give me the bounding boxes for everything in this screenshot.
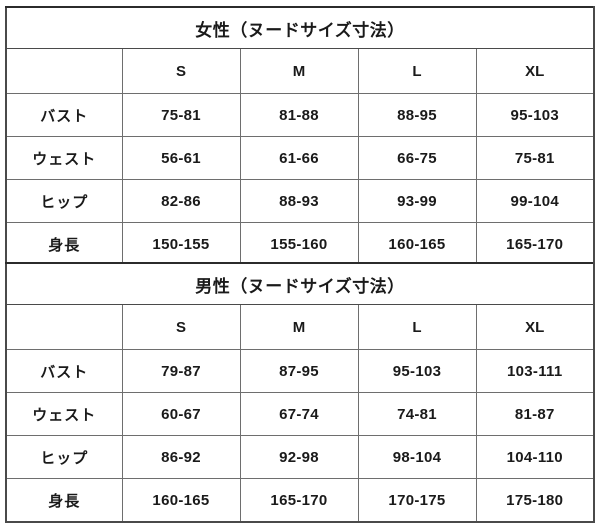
- cell-value: 160-165: [357, 222, 477, 267]
- table-row: ヒップ 82-86 88-93 93-99 99-104: [5, 179, 596, 223]
- cell-value: 81-87: [475, 392, 596, 436]
- cell-value: 98-104: [357, 435, 477, 479]
- cell-value: 95-103: [357, 349, 477, 393]
- size-table-female: 女性（ヌードサイズ寸法） S M L XL バスト 75-81 81-88 88…: [4, 6, 596, 267]
- row-label: ウェスト: [5, 392, 123, 436]
- cell-value: 88-93: [239, 179, 359, 223]
- cell-value: 160-165: [121, 478, 241, 523]
- cell-value: 165-170: [239, 478, 359, 523]
- cell-value: 66-75: [357, 136, 477, 180]
- row-label: 身長: [5, 478, 123, 523]
- row-label: ヒップ: [5, 435, 123, 479]
- table-row: ヒップ 86-92 92-98 98-104 104-110: [5, 435, 596, 479]
- row-label: ヒップ: [5, 179, 123, 223]
- row-label: バスト: [5, 93, 123, 137]
- cell-value: 79-87: [121, 349, 241, 393]
- cell-value: 150-155: [121, 222, 241, 267]
- column-header-l: L: [357, 304, 477, 350]
- cell-value: 155-160: [239, 222, 359, 267]
- row-label: ウェスト: [5, 136, 123, 180]
- cell-value: 61-66: [239, 136, 359, 180]
- cell-value: 170-175: [357, 478, 477, 523]
- cell-value: 165-170: [475, 222, 596, 267]
- table-title-row: 男性（ヌードサイズ寸法）: [4, 262, 596, 305]
- column-header-s: S: [121, 48, 241, 94]
- column-header-l: L: [357, 48, 477, 94]
- table-header-row: S M L XL: [5, 48, 596, 94]
- table-title: 男性（ヌードサイズ寸法）: [4, 262, 596, 305]
- cell-value: 81-88: [239, 93, 359, 137]
- cell-value: 75-81: [121, 93, 241, 137]
- table-title-row: 女性（ヌードサイズ寸法）: [4, 6, 596, 49]
- cell-value: 74-81: [357, 392, 477, 436]
- cell-value: 95-103: [475, 93, 596, 137]
- cell-value: 103-111: [475, 349, 596, 393]
- cell-value: 93-99: [357, 179, 477, 223]
- column-header-xl: XL: [475, 304, 596, 350]
- cell-value: 56-61: [121, 136, 241, 180]
- cell-value: 87-95: [239, 349, 359, 393]
- table-row: バスト 75-81 81-88 88-95 95-103: [5, 93, 596, 137]
- cell-value: 75-81: [475, 136, 596, 180]
- table-title: 女性（ヌードサイズ寸法）: [4, 6, 596, 49]
- cell-value: 60-67: [121, 392, 241, 436]
- cell-value: 99-104: [475, 179, 596, 223]
- cell-value: 92-98: [239, 435, 359, 479]
- table-row: ウェスト 60-67 67-74 74-81 81-87: [5, 392, 596, 436]
- row-label: 身長: [5, 222, 123, 267]
- cell-value: 175-180: [475, 478, 596, 523]
- cell-value: 88-95: [357, 93, 477, 137]
- column-header-m: M: [239, 48, 359, 94]
- column-header-m: M: [239, 304, 359, 350]
- cell-value: 86-92: [121, 435, 241, 479]
- table-row: 身長 160-165 165-170 170-175 175-180: [5, 478, 596, 523]
- size-table-male: 男性（ヌードサイズ寸法） S M L XL バスト 79-87 87-95 95…: [4, 262, 596, 523]
- cell-value: 67-74: [239, 392, 359, 436]
- header-corner-cell: [5, 304, 123, 350]
- table-header-row: S M L XL: [5, 304, 596, 350]
- row-label: バスト: [5, 349, 123, 393]
- column-header-xl: XL: [475, 48, 596, 94]
- table-row: バスト 79-87 87-95 95-103 103-111: [5, 349, 596, 393]
- table-row: 身長 150-155 155-160 160-165 165-170: [5, 222, 596, 267]
- header-corner-cell: [5, 48, 123, 94]
- cell-value: 104-110: [475, 435, 596, 479]
- cell-value: 82-86: [121, 179, 241, 223]
- table-row: ウェスト 56-61 61-66 66-75 75-81: [5, 136, 596, 180]
- column-header-s: S: [121, 304, 241, 350]
